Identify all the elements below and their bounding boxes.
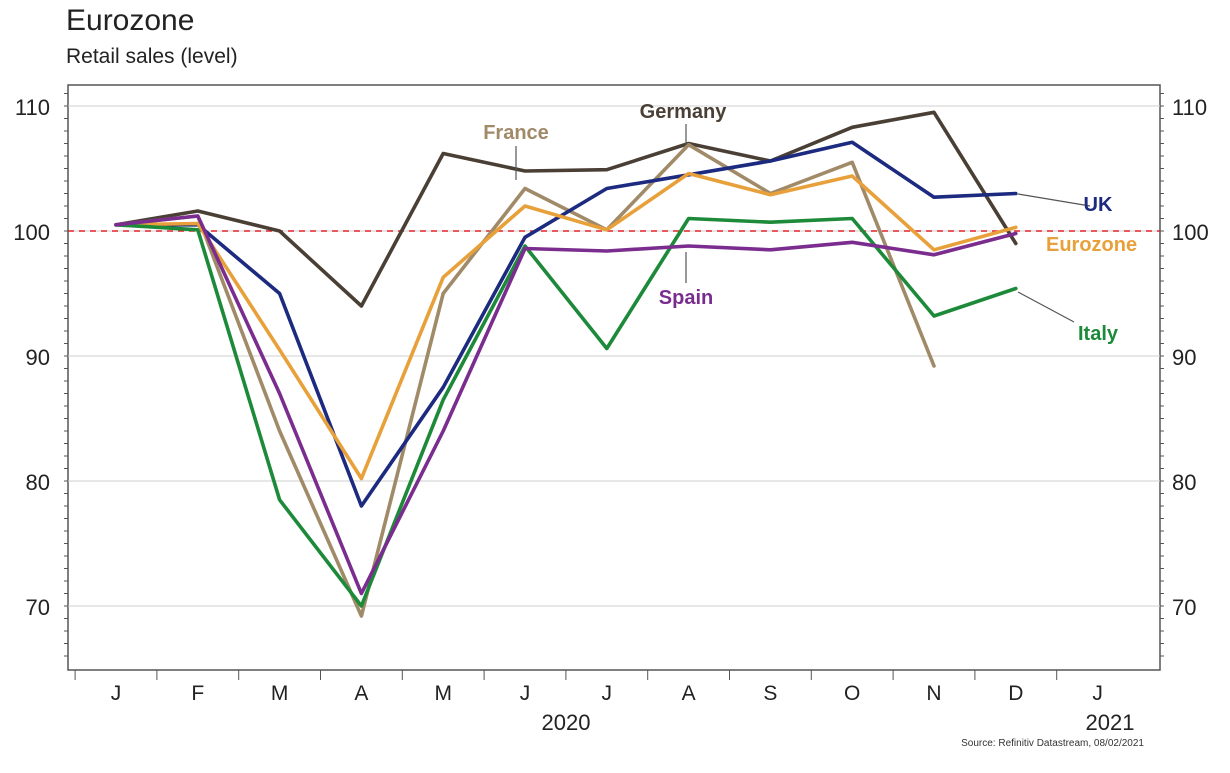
y-tick-label-right: 100 xyxy=(1172,220,1209,245)
chart-title: Eurozone xyxy=(66,4,195,37)
x-tick-label: J xyxy=(111,682,122,705)
y-tick-label-right: 90 xyxy=(1172,345,1196,370)
x-tick-label: D xyxy=(1008,682,1023,705)
series-line-germany xyxy=(114,110,1018,308)
x-tick-label: M xyxy=(434,682,452,705)
x-tick-label: S xyxy=(763,682,777,705)
x-tick-label: N xyxy=(926,682,941,705)
series-label-france: France xyxy=(483,122,549,144)
leader-line-italy xyxy=(1017,291,1075,323)
y-tick-label-left: 80 xyxy=(26,470,50,495)
y-tick-label-left: 100 xyxy=(13,220,50,245)
series-label-uk: UK xyxy=(1084,194,1113,216)
series-label-eurozone: Eurozone xyxy=(1046,234,1137,256)
x-tick-label: J xyxy=(520,682,531,705)
y-tick-label-right: 70 xyxy=(1172,595,1196,620)
series-line-spain xyxy=(114,214,1018,596)
y-tick-label-left: 110 xyxy=(15,95,50,120)
y-tick-label-right: 80 xyxy=(1172,470,1196,495)
series-label-germany: Germany xyxy=(640,101,728,123)
x-tick-label: M xyxy=(271,682,289,705)
x-year-label-2021: 2021 xyxy=(1086,710,1135,735)
series-line-eurozone xyxy=(114,171,1018,481)
x-tick-label: J xyxy=(602,682,613,705)
x-year-label-2020: 2020 xyxy=(542,710,591,735)
chart-subtitle: Retail sales (level) xyxy=(66,45,238,68)
x-tick-label: J xyxy=(1092,682,1103,705)
y-tick-label-left: 90 xyxy=(26,345,50,370)
series-label-italy: Italy xyxy=(1078,323,1119,345)
series-line-france xyxy=(114,142,936,618)
source-note: Source: Refinitiv Datastream, 08/02/2021 xyxy=(961,738,1144,749)
x-tick-label: O xyxy=(844,682,860,705)
plot-frame xyxy=(67,84,1161,671)
series-label-spain: Spain xyxy=(659,287,713,309)
x-tick-label: A xyxy=(682,682,696,705)
y-tick-label-right: 110 xyxy=(1172,95,1207,120)
leader-line-uk xyxy=(1017,193,1091,207)
series-line-italy xyxy=(114,216,1018,608)
series-line-uk xyxy=(114,140,1018,508)
y-tick-label-left: 70 xyxy=(26,595,50,620)
x-tick-label: F xyxy=(191,682,204,705)
x-tick-label: A xyxy=(354,682,368,705)
